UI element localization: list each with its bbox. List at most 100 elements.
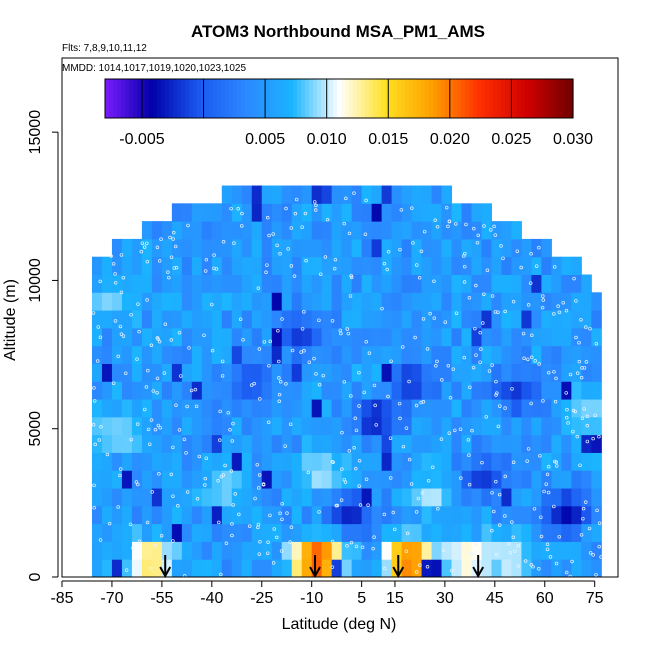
heatmap-cell xyxy=(191,541,203,560)
heatmap-cell xyxy=(141,416,153,436)
heatmap-cell xyxy=(551,559,562,577)
heatmap-cell xyxy=(561,541,572,560)
heatmap-cell xyxy=(161,416,173,436)
sample-point xyxy=(463,264,467,269)
heatmap-cell xyxy=(361,399,373,418)
heatmap-cell xyxy=(381,238,393,258)
heatmap-cell xyxy=(411,345,423,364)
heatmap-cell xyxy=(131,363,143,382)
heatmap-cell xyxy=(491,292,502,311)
colorbar-swatch xyxy=(485,79,490,118)
colorbar-swatch xyxy=(153,79,158,118)
heatmap-cell xyxy=(501,238,512,258)
heatmap-cell xyxy=(531,434,542,453)
sample-point xyxy=(597,544,601,549)
heatmap-cell xyxy=(381,310,393,329)
sample-point xyxy=(575,434,580,439)
sample-point xyxy=(364,340,368,344)
heatmap-cell xyxy=(411,541,423,560)
sample-point xyxy=(446,364,451,368)
heatmap-cell xyxy=(301,523,313,542)
sample-point xyxy=(503,406,507,410)
heatmap-cell xyxy=(501,523,512,542)
heatmap-cell xyxy=(331,559,343,577)
heatmap-cell xyxy=(281,541,293,560)
heatmap-cell xyxy=(241,310,253,329)
heatmap-cell xyxy=(181,452,193,471)
heatmap-cell xyxy=(221,399,233,418)
sample-point xyxy=(266,420,271,424)
heatmap-cell xyxy=(101,363,113,382)
sample-point xyxy=(392,527,397,532)
heatmap-cell xyxy=(91,523,103,542)
heatmap-cell xyxy=(281,505,293,525)
heatmap-cell xyxy=(371,541,383,560)
heatmap-cell xyxy=(481,399,492,418)
colorbar-swatch xyxy=(425,79,430,118)
sample-point xyxy=(447,219,452,224)
sample-point xyxy=(433,218,437,223)
sample-point xyxy=(585,439,590,444)
colorbar-swatch xyxy=(157,79,162,118)
x-tick-label: -40 xyxy=(200,590,223,607)
heatmap-cell xyxy=(151,523,163,542)
heatmap-cell xyxy=(141,434,153,453)
sample-point xyxy=(386,250,391,254)
heatmap-cell xyxy=(281,292,293,311)
heatmap-cell xyxy=(351,488,363,507)
colorbar-swatch xyxy=(569,79,574,118)
heatmap-cell xyxy=(111,452,123,471)
sample-point xyxy=(174,403,178,408)
sample-point xyxy=(149,343,154,348)
sample-point xyxy=(458,427,463,431)
sample-point xyxy=(107,521,112,526)
heatmap-cell xyxy=(201,523,213,542)
heatmap-cell xyxy=(321,345,333,364)
sample-point xyxy=(277,392,282,397)
heatmap-cell xyxy=(411,505,423,525)
sample-point xyxy=(530,355,534,360)
heatmap-cell xyxy=(491,488,502,507)
heatmap-cell xyxy=(411,221,423,240)
heatmap-cell xyxy=(281,310,293,329)
heatmap-cell xyxy=(501,541,512,560)
sample-point xyxy=(113,272,117,276)
heatmap-cell xyxy=(181,221,193,240)
sample-point xyxy=(136,302,140,306)
sample-point xyxy=(153,543,157,547)
sample-point xyxy=(185,490,190,494)
heatmap-cell xyxy=(191,470,203,489)
heatmap-cell xyxy=(131,470,143,489)
sample-point xyxy=(171,539,175,543)
heatmap-cell xyxy=(321,327,333,347)
sample-point xyxy=(177,428,182,432)
sample-point xyxy=(584,325,588,329)
heatmap-cell xyxy=(101,256,113,275)
heatmap-cell xyxy=(401,221,413,240)
heatmap-cell xyxy=(191,292,203,311)
heatmap-cell xyxy=(351,523,363,542)
sample-point xyxy=(171,494,175,498)
heatmap-cell xyxy=(341,452,353,471)
heatmap-cell xyxy=(151,221,163,240)
heatmap-cell xyxy=(231,559,243,577)
heatmap-cell xyxy=(141,559,153,577)
heatmap-cell xyxy=(161,541,173,560)
heatmap-cell xyxy=(101,310,113,329)
heatmap-cell xyxy=(331,185,343,204)
sample-point xyxy=(597,521,602,525)
sample-point xyxy=(470,428,474,433)
heatmap-cell xyxy=(481,203,492,222)
heatmap-cell xyxy=(451,256,463,275)
heatmap-cell xyxy=(291,203,303,222)
sample-point xyxy=(498,404,502,408)
sample-point xyxy=(493,233,498,237)
sample-point xyxy=(314,372,318,376)
heatmap-cell xyxy=(441,541,453,560)
sample-point xyxy=(256,286,261,290)
sample-point xyxy=(137,329,141,334)
heatmap-cell xyxy=(251,292,263,311)
heatmap-cell xyxy=(501,488,512,507)
colorbar-swatch xyxy=(541,79,546,118)
heatmap-cell xyxy=(271,327,283,347)
